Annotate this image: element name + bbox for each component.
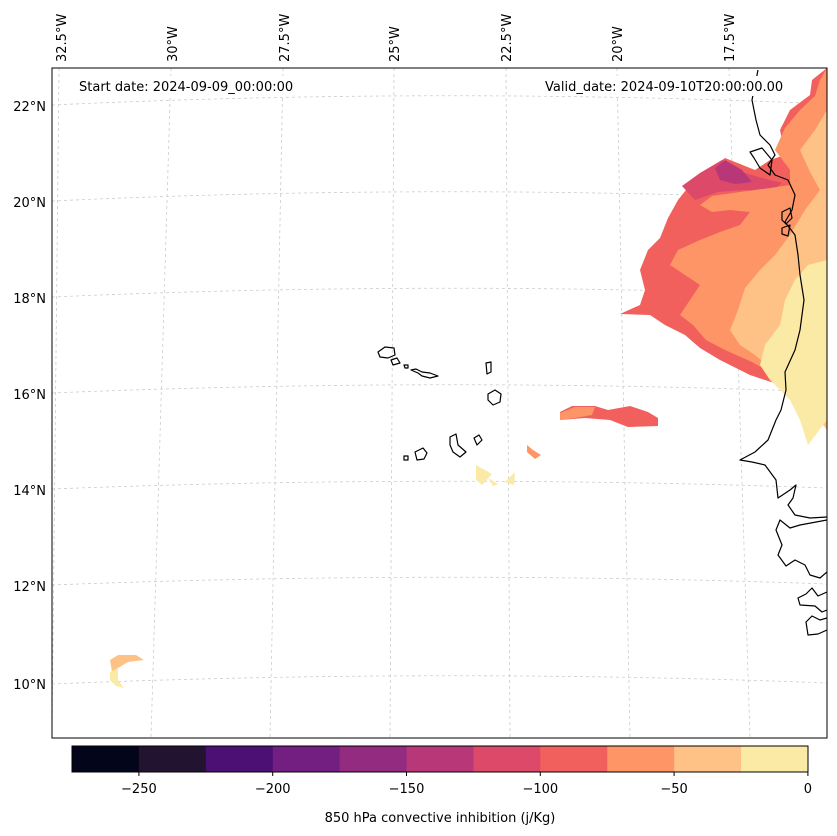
colorbar-tick-label: −100 <box>522 782 558 797</box>
colorbar-segment <box>406 746 474 772</box>
colorbar-tick-label: 0 <box>804 782 812 797</box>
start-date-label: Start date: 2024-09-09_00:00:00 <box>79 80 293 95</box>
colorbar-segment <box>674 746 742 772</box>
lon-label-22.5w: 22.5°W <box>500 14 515 62</box>
map-panel: Start date: 2024-09-09_00:00:00 Valid_da… <box>51 67 828 739</box>
colorbar-segment <box>540 746 608 772</box>
contour-band-minus-150-to-minus-125 <box>715 160 752 184</box>
valid-label-bg <box>540 76 804 96</box>
colorbar-segment <box>473 746 541 772</box>
contour-patch-southwest-yellow <box>110 668 124 688</box>
lon-label-32.5w: 32.5°W <box>55 14 70 62</box>
gridline-25w <box>389 68 395 738</box>
lat-label-10n: 10°N <box>13 678 46 693</box>
colorbar-segment <box>138 746 207 772</box>
contour-patch-small-cell <box>527 445 541 459</box>
colorbar-segment <box>607 746 675 772</box>
lat-label-12n: 12°N <box>13 580 46 595</box>
colorbar-segment <box>205 746 274 772</box>
colorbar-frame <box>71 745 809 773</box>
gridline-22n <box>52 95 827 106</box>
lat-label-20n: 20°N <box>13 196 46 211</box>
colorbar-tick-label: −50 <box>660 782 687 797</box>
lat-label-14n: 14°N <box>13 484 46 499</box>
latitude-labels: 22°N 20°N 18°N 16°N 14°N 12°N 10°N <box>13 100 46 693</box>
cape-verde-santa-luzia <box>403 364 409 369</box>
longitude-labels: 32.5°W 30°W 27.5°W 25°W 22.5°W 20°W 17.5… <box>55 14 738 62</box>
coast-inlet-mid <box>781 207 793 237</box>
gridline-18n <box>52 287 827 298</box>
cape-verde-fogo <box>414 447 428 461</box>
contour-patch-southwest-orange <box>110 655 144 672</box>
gridline-30w <box>150 68 172 738</box>
colorbar-segment <box>72 746 140 772</box>
colorbar-tick-label: −200 <box>255 782 291 797</box>
map-frame <box>51 67 828 739</box>
lon-label-27.5w: 27.5°W <box>278 14 293 62</box>
cape-verde-boa-vista <box>487 389 502 406</box>
cape-verde-brava <box>403 455 409 461</box>
lat-label-22n: 22°N <box>13 100 46 115</box>
lat-label-18n: 18°N <box>13 292 46 307</box>
gridline-27.5w <box>269 68 284 738</box>
coastlines <box>377 69 827 636</box>
colorbar-segment <box>741 746 809 772</box>
cape-verde-santiago <box>449 433 467 458</box>
cape-verde-sao-nicolau <box>410 368 439 379</box>
contour-patch-offshore-orange <box>560 407 595 420</box>
gridline-22.5w <box>505 68 511 738</box>
gridline-12n <box>52 576 827 586</box>
lon-label-20w: 20°W <box>611 26 626 62</box>
gridline-10n <box>52 675 827 685</box>
colorbar-segments <box>72 746 809 772</box>
colorbar-tick-label: −150 <box>389 782 425 797</box>
graticule <box>52 68 827 738</box>
gridline-17.5w <box>728 68 751 738</box>
colorbar-tick-label: −250 <box>121 782 157 797</box>
coast-inlet-north <box>749 147 773 176</box>
valid-date-label: Valid_date: 2024-09-10T20:00:00.00 <box>545 80 783 95</box>
gridline-20n <box>52 191 827 202</box>
lat-label-16n: 16°N <box>13 388 46 403</box>
cape-verde-santo-antao <box>377 346 396 359</box>
colorbar-title: 850 hPa convective inhibition (j/Kg) <box>325 811 556 826</box>
gridline-20w <box>616 68 631 738</box>
cape-verde-maio <box>473 434 483 446</box>
west-africa-coast <box>739 69 827 636</box>
cape-verde-sal <box>485 361 492 375</box>
lon-label-17.5w: 17.5°W <box>723 14 738 62</box>
gridline-16n <box>52 384 827 394</box>
colorbar-segment <box>339 746 408 772</box>
lon-label-25w: 25°W <box>388 26 403 62</box>
gridline-14n <box>52 480 827 490</box>
lon-label-30w: 30°W <box>166 26 181 62</box>
contour-patch-yellow-cape-verde-south <box>476 465 515 486</box>
start-label-bg <box>72 76 312 96</box>
colorbar-ticks <box>138 772 809 776</box>
gridline-32.5w <box>52 68 60 738</box>
colorbar: −250 −200 −150 −100 −50 0 850 hPa convec… <box>71 745 812 826</box>
cape-verde-sao-vicente <box>390 357 401 366</box>
colorbar-segment <box>272 746 341 772</box>
